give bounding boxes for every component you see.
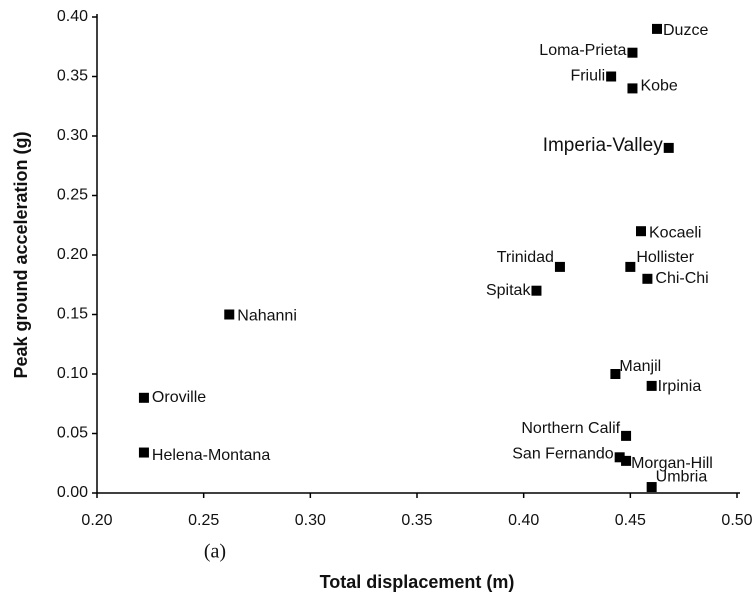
point bbox=[554, 261, 565, 272]
point bbox=[621, 430, 632, 441]
point bbox=[606, 71, 617, 82]
point bbox=[621, 455, 632, 466]
point bbox=[531, 285, 542, 296]
x-tick-label: 0.30 bbox=[295, 512, 326, 529]
point bbox=[138, 447, 149, 458]
point bbox=[627, 47, 638, 58]
annotation: (a) bbox=[204, 541, 226, 563]
y-tick-label: 0.25 bbox=[57, 187, 88, 204]
point-label: Northern Calif bbox=[521, 420, 620, 437]
point-label: Friuli bbox=[570, 68, 605, 85]
point bbox=[646, 482, 657, 493]
point-label: Umbria bbox=[656, 468, 708, 485]
x-tick-label: 0.25 bbox=[188, 512, 219, 529]
point bbox=[138, 392, 149, 403]
point bbox=[663, 142, 674, 153]
point-label: Kobe bbox=[640, 78, 677, 95]
point bbox=[652, 23, 662, 34]
y-tick-label: 0.00 bbox=[57, 484, 88, 501]
point-label: Chi-Chi bbox=[655, 270, 708, 287]
y-tick-label: 0.20 bbox=[57, 246, 88, 263]
y-tick-label: 0.10 bbox=[57, 365, 88, 382]
y-tick-label: 0.30 bbox=[57, 127, 88, 144]
point-label: Duzce bbox=[663, 22, 708, 39]
point-label: San Fernando bbox=[512, 446, 614, 463]
x-tick-label: 0.40 bbox=[508, 512, 539, 529]
point-label: Spitak bbox=[486, 282, 531, 299]
point bbox=[636, 226, 646, 237]
point bbox=[614, 452, 625, 463]
point-label: Helena-Montana bbox=[152, 447, 270, 464]
point-label: Hollister bbox=[636, 249, 694, 266]
point-label: Morgan-Hill bbox=[631, 455, 713, 472]
point-label: Kocaeli bbox=[649, 224, 701, 241]
y-tick-label: 0.40 bbox=[57, 8, 88, 25]
x-tick-label: 0.50 bbox=[721, 512, 752, 529]
x-axis-label: Total displacement (m) bbox=[320, 572, 515, 592]
x-tick-label: 0.45 bbox=[615, 512, 646, 529]
point-label: Trinidad bbox=[497, 249, 554, 266]
point bbox=[224, 309, 235, 320]
x-tick-label: 0.20 bbox=[81, 512, 112, 529]
point-label: Imperia-Valley bbox=[543, 135, 664, 156]
y-tick-label: 0.15 bbox=[57, 306, 88, 323]
point bbox=[625, 261, 636, 272]
x-tick-label: 0.35 bbox=[401, 512, 432, 529]
point-label: Loma-Prieta bbox=[539, 42, 626, 59]
point bbox=[627, 83, 638, 94]
point-label: Nahanni bbox=[237, 308, 297, 325]
point-label: Oroville bbox=[152, 389, 206, 406]
point-label: Irpinia bbox=[658, 378, 702, 395]
point bbox=[642, 273, 653, 284]
y-axis-label: Peak ground acceleration (g) bbox=[11, 131, 31, 378]
point bbox=[646, 380, 657, 391]
point-label: Manjil bbox=[619, 358, 661, 375]
point bbox=[610, 369, 621, 379]
y-tick-label: 0.35 bbox=[57, 68, 88, 85]
y-tick-label: 0.05 bbox=[57, 425, 88, 442]
